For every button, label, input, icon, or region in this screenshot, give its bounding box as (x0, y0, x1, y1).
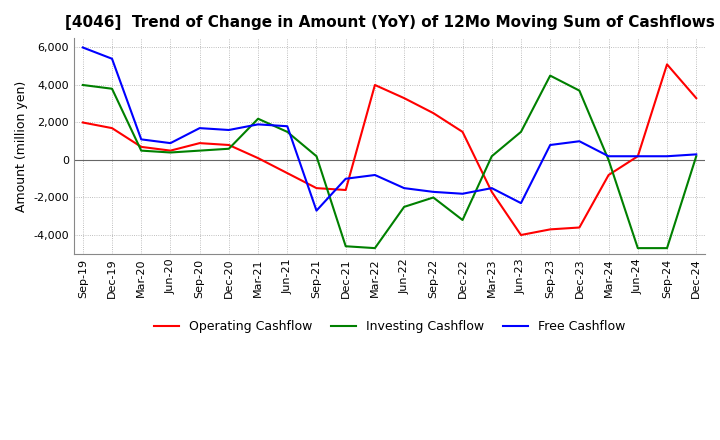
Operating Cashflow (692, 95, 701, 101)
Investing Cashflow (225, 146, 233, 151)
Free Cashflow (634, 154, 642, 159)
Operating Cashflow (312, 186, 321, 191)
Investing Cashflow (604, 158, 613, 163)
Free Cashflow (195, 125, 204, 131)
Free Cashflow (692, 152, 701, 157)
Investing Cashflow (546, 73, 554, 78)
Investing Cashflow (575, 88, 584, 93)
Operating Cashflow (78, 120, 87, 125)
Operating Cashflow (546, 227, 554, 232)
Free Cashflow (371, 172, 379, 178)
Free Cashflow (108, 56, 117, 61)
Operating Cashflow (166, 148, 175, 153)
Investing Cashflow (137, 148, 145, 153)
Y-axis label: Amount (million yen): Amount (million yen) (15, 81, 28, 212)
Investing Cashflow (458, 217, 467, 223)
Free Cashflow (137, 137, 145, 142)
Investing Cashflow (400, 204, 408, 209)
Investing Cashflow (517, 129, 526, 135)
Investing Cashflow (78, 82, 87, 88)
Investing Cashflow (692, 154, 701, 159)
Free Cashflow (458, 191, 467, 196)
Investing Cashflow (166, 150, 175, 155)
Free Cashflow (225, 127, 233, 132)
Free Cashflow (341, 176, 350, 181)
Investing Cashflow (634, 246, 642, 251)
Free Cashflow (312, 208, 321, 213)
Operating Cashflow (575, 225, 584, 230)
Operating Cashflow (517, 232, 526, 238)
Operating Cashflow (400, 95, 408, 101)
Title: [4046]  Trend of Change in Amount (YoY) of 12Mo Moving Sum of Cashflows: [4046] Trend of Change in Amount (YoY) o… (65, 15, 714, 30)
Free Cashflow (400, 186, 408, 191)
Free Cashflow (78, 45, 87, 50)
Line: Free Cashflow: Free Cashflow (83, 48, 696, 211)
Free Cashflow (283, 124, 292, 129)
Operating Cashflow (634, 154, 642, 159)
Investing Cashflow (312, 154, 321, 159)
Legend: Operating Cashflow, Investing Cashflow, Free Cashflow: Operating Cashflow, Investing Cashflow, … (149, 315, 630, 338)
Free Cashflow (166, 140, 175, 146)
Operating Cashflow (195, 140, 204, 146)
Operating Cashflow (371, 82, 379, 88)
Investing Cashflow (429, 195, 438, 200)
Investing Cashflow (195, 148, 204, 153)
Free Cashflow (546, 143, 554, 148)
Line: Investing Cashflow: Investing Cashflow (83, 76, 696, 248)
Investing Cashflow (487, 154, 496, 159)
Free Cashflow (429, 189, 438, 194)
Investing Cashflow (253, 116, 262, 121)
Free Cashflow (253, 122, 262, 127)
Operating Cashflow (341, 187, 350, 193)
Operating Cashflow (283, 170, 292, 176)
Line: Operating Cashflow: Operating Cashflow (83, 64, 696, 235)
Free Cashflow (487, 186, 496, 191)
Free Cashflow (517, 201, 526, 206)
Operating Cashflow (429, 110, 438, 116)
Investing Cashflow (283, 129, 292, 135)
Free Cashflow (604, 154, 613, 159)
Operating Cashflow (458, 129, 467, 135)
Investing Cashflow (341, 244, 350, 249)
Investing Cashflow (108, 86, 117, 92)
Operating Cashflow (108, 125, 117, 131)
Operating Cashflow (253, 155, 262, 161)
Free Cashflow (662, 154, 671, 159)
Investing Cashflow (371, 246, 379, 251)
Operating Cashflow (487, 189, 496, 194)
Operating Cashflow (662, 62, 671, 67)
Operating Cashflow (137, 144, 145, 150)
Free Cashflow (575, 139, 584, 144)
Investing Cashflow (662, 246, 671, 251)
Operating Cashflow (225, 143, 233, 148)
Operating Cashflow (604, 172, 613, 178)
